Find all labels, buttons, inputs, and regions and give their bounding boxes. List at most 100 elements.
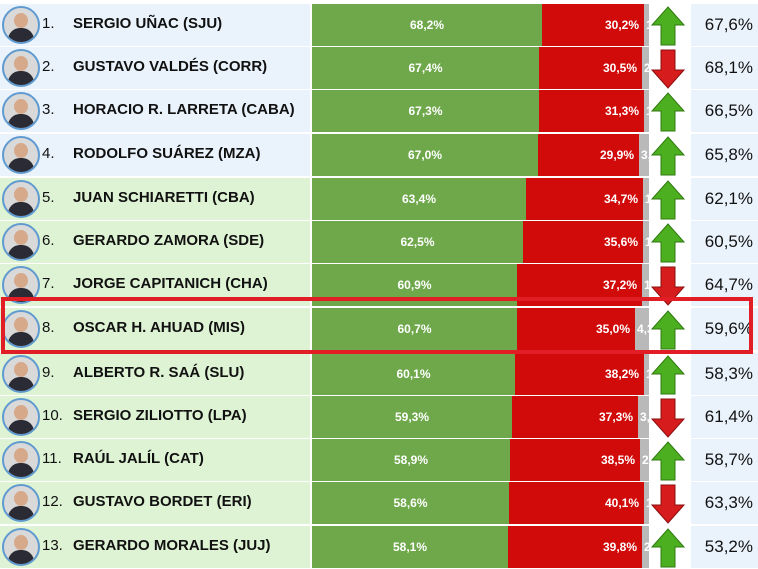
previous-cell: 67,6%: [691, 4, 758, 47]
stacked-bar: 67,0%29,9%3,1: [312, 134, 649, 176]
disapprove-bar: 35,6%: [523, 221, 643, 263]
avatar: [2, 223, 40, 261]
avatar-head: [14, 230, 28, 245]
previous-cell: 63,3%: [691, 482, 758, 525]
previous-value: 61,4%: [704, 407, 753, 426]
governor-name: GUSTAVO VALDÉS (CORR): [73, 58, 268, 75]
previous-cell: 60,5%: [691, 221, 758, 264]
trend-cell: [649, 47, 688, 89]
approve-bar: 60,7%: [312, 308, 517, 350]
no-answer-bar: 1,9: [643, 178, 649, 220]
name-cell: 2. GUSTAVO VALDÉS (CORR): [0, 47, 310, 90]
approve-bar: 68,2%: [312, 4, 542, 46]
disapprove-bar: 30,2%: [542, 4, 644, 46]
name-cell: 1. SERGIO UÑAC (SJU): [0, 4, 310, 47]
approve-bar: 58,1%: [312, 526, 508, 568]
no-answer-bar: 2,1: [642, 526, 649, 568]
avatar: [2, 355, 40, 393]
no-answer-bar: 1,4: [644, 90, 649, 132]
rank-label: 7.: [42, 275, 55, 292]
arrow-down-icon: [651, 398, 685, 438]
trend-cell: [649, 482, 688, 524]
avatar-head: [14, 405, 28, 420]
trend-cell: [649, 134, 688, 176]
previous-value: 65,8%: [704, 145, 753, 164]
avatar-body: [8, 420, 34, 434]
stacked-bar: 67,4%30,5%2,1: [312, 47, 649, 89]
approve-bar: 58,9%: [312, 439, 510, 481]
disapprove-bar: 31,3%: [539, 90, 644, 132]
previous-cell: 61,4%: [691, 396, 758, 439]
arrow-up-icon: [651, 136, 685, 176]
avatar-body: [8, 28, 34, 42]
approve-bar: 60,1%: [312, 353, 515, 395]
disapprove-bar: 30,5%: [539, 47, 642, 89]
ranking-row: 8. OSCAR H. AHUAD (MIS) 60,7%35,0%4,3 59,6%: [0, 308, 758, 351]
rank-label: 3.: [42, 101, 55, 118]
no-answer-bar: 1,6: [644, 4, 649, 46]
avatar-head: [14, 187, 28, 202]
rank-label: 5.: [42, 189, 55, 206]
governor-name: OSCAR H. AHUAD (MIS): [73, 319, 245, 336]
stacked-bar: 62,5%35,6%1,9: [312, 221, 649, 263]
arrow-up-icon: [651, 528, 685, 568]
avatar: [2, 92, 40, 130]
avatar: [2, 441, 40, 479]
rank-label: 2.: [42, 58, 55, 75]
disapprove-bar: 38,2%: [515, 353, 644, 395]
previous-value: 63,3%: [704, 493, 753, 512]
disapprove-bar: 37,3%: [512, 396, 638, 438]
arrow-down-icon: [651, 484, 685, 524]
avatar-head: [14, 99, 28, 114]
arrow-up-icon: [651, 355, 685, 395]
rank-label: 9.: [42, 364, 55, 381]
ranking-row: 9. ALBERTO R. SAÁ (SLU) 60,1%38,2%1,7 58,3%: [0, 353, 758, 396]
avatar: [2, 49, 40, 87]
trend-cell: [649, 4, 688, 46]
previous-value: 60,5%: [704, 232, 753, 251]
disapprove-bar: 34,7%: [526, 178, 643, 220]
disapprove-bar: 38,5%: [510, 439, 640, 481]
governor-name: RODOLFO SUÁREZ (MZA): [73, 145, 261, 162]
stacked-bar: 68,2%30,2%1,6: [312, 4, 649, 46]
trend-cell: [649, 439, 688, 481]
governor-name: JUAN SCHIARETTI (CBA): [73, 189, 255, 206]
previous-cell: 66,5%: [691, 90, 758, 133]
highlight-frame: [1, 297, 753, 354]
stacked-bar: 60,1%38,2%1,7: [312, 353, 649, 395]
avatar-body: [8, 245, 34, 259]
no-answer-bar: 1,7: [644, 353, 649, 395]
avatar-head: [14, 273, 28, 288]
rank-label: 12.: [42, 493, 63, 510]
ranking-row: 3. HORACIO R. LARRETA (CABA) 67,3%31,3%1,4…: [0, 90, 758, 133]
approve-bar: 59,3%: [312, 396, 512, 438]
no-answer-bar: 2,1: [642, 47, 649, 89]
avatar-head: [14, 317, 28, 332]
avatar-head: [14, 491, 28, 506]
avatar-body: [8, 332, 34, 346]
governor-name: RAÚL JALÍL (CAT): [73, 450, 204, 467]
name-cell: 13. GERARDO MORALES (JUJ): [0, 526, 310, 569]
approve-bar: 67,4%: [312, 47, 539, 89]
governor-name: GUSTAVO BORDET (ERI): [73, 493, 252, 510]
ranking-row: 2. GUSTAVO VALDÉS (CORR) 67,4%30,5%2,1 68,1…: [0, 47, 758, 90]
trend-cell: [649, 178, 688, 220]
ranking-row: 6. GERARDO ZAMORA (SDE) 62,5%35,6%1,9 60,5%: [0, 221, 758, 264]
previous-value: 59,6%: [704, 319, 753, 338]
no-answer-bar: 1,3: [644, 482, 649, 524]
stacked-bar: 60,7%35,0%4,3: [312, 308, 649, 350]
avatar-body: [8, 158, 34, 172]
no-answer-bar: 1,9: [643, 221, 649, 263]
arrow-up-icon: [651, 6, 685, 46]
stacked-bar: 58,6%40,1%1,3: [312, 482, 649, 524]
approve-bar: 58,6%: [312, 482, 509, 524]
trend-cell: [649, 526, 688, 568]
name-cell: 10. SERGIO ZILIOTTO (LPA): [0, 396, 310, 439]
no-answer-bar: 4,3: [635, 308, 649, 350]
avatar-body: [8, 202, 34, 216]
previous-cell: 58,3%: [691, 353, 758, 396]
stacked-bar: 58,1%39,8%2,1: [312, 526, 649, 568]
previous-value: 64,7%: [704, 275, 753, 294]
name-cell: 11. RAÚL JALÍL (CAT): [0, 439, 310, 482]
